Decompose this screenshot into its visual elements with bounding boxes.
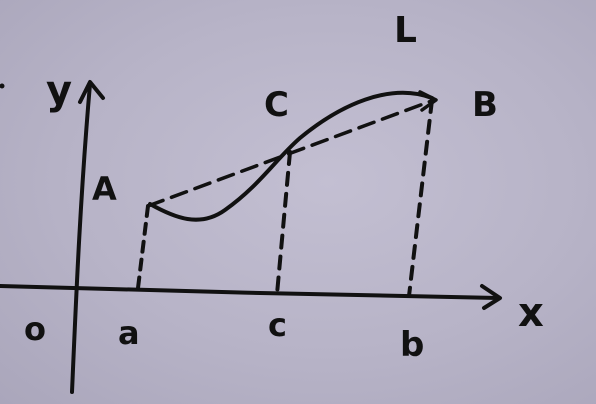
tick-c-label: c <box>268 306 287 344</box>
dotted-line-a <box>136 204 150 290</box>
secant-line-ab <box>146 98 436 208</box>
point-c-label: C <box>264 85 289 125</box>
point-a-label: A <box>92 170 117 208</box>
tick-a-label: a <box>118 314 140 352</box>
y-axis-label: y <box>46 68 72 114</box>
x-axis <box>0 284 502 310</box>
origin-label: o <box>24 310 46 348</box>
x-axis-label: x <box>518 290 544 336</box>
tick-b-label: b <box>400 325 424 365</box>
y-axis <box>70 80 105 394</box>
stray-mark <box>0 83 5 89</box>
curve-l <box>148 90 434 222</box>
dotted-line-c <box>275 150 292 296</box>
point-b-label: B <box>472 85 498 125</box>
dotted-line-b <box>407 98 434 298</box>
curve-l-label: L <box>394 10 417 51</box>
